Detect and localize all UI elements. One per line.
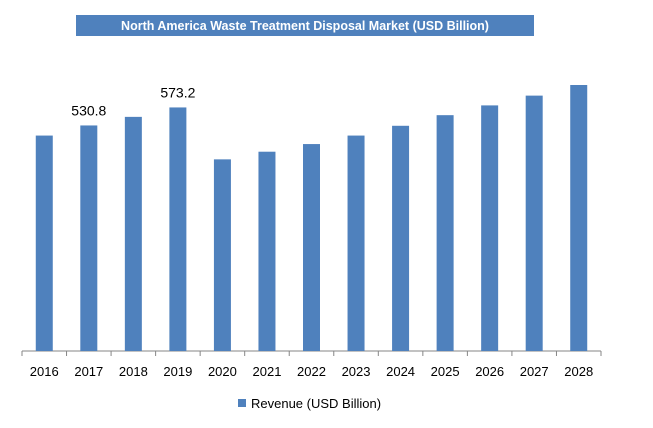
bar-2024: [392, 125, 410, 352]
legend-label: Revenue (USD Billion): [251, 395, 382, 411]
x-tick-label: 2026: [475, 364, 504, 379]
chart-title: North America Waste Treatment Disposal M…: [76, 15, 534, 36]
x-tick-label: 2019: [163, 364, 192, 379]
x-tick-label: 2017: [74, 364, 103, 379]
bar-2027: [525, 95, 543, 351]
x-tick-label: 2021: [253, 364, 282, 379]
x-tick-label: 2020: [208, 364, 237, 379]
x-tick-label: 2023: [342, 364, 371, 379]
bar-2019: [169, 107, 187, 351]
bar-2017: [80, 125, 98, 351]
data-label-2019: 573.2: [160, 84, 195, 100]
bar-2025: [436, 115, 454, 351]
bar-2018: [124, 116, 142, 351]
x-tick-label: 2025: [431, 364, 460, 379]
bar-2021: [258, 151, 276, 351]
bar-2028: [570, 85, 588, 351]
legend: Revenue (USD Billion): [238, 395, 381, 411]
bar-2016: [35, 135, 53, 351]
data-label-2017: 530.8: [71, 102, 106, 118]
legend-swatch: [238, 399, 246, 407]
bar-2020: [213, 159, 231, 351]
bar-2022: [303, 144, 320, 351]
bar-2026: [481, 105, 499, 351]
x-tick-label: 2028: [564, 364, 593, 379]
x-tick-label: 2022: [297, 364, 326, 379]
x-tick-label: 2016: [30, 364, 59, 379]
bar-2023: [347, 135, 365, 351]
x-tick-label: 2027: [520, 364, 549, 379]
x-tick-label: 2024: [386, 364, 415, 379]
x-tick-label: 2018: [119, 364, 148, 379]
